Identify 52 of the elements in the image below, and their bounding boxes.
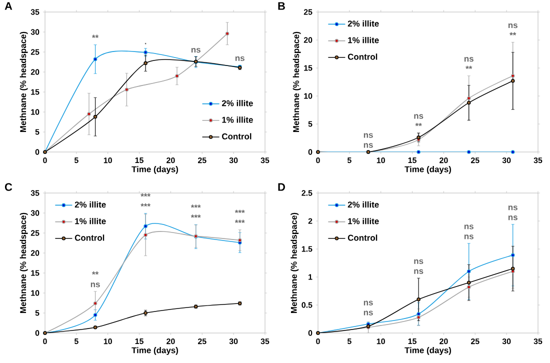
- legend-label: 2% illite: [74, 201, 106, 208]
- annotation: ns: [464, 224, 474, 230]
- legend-label: 1% illite: [348, 36, 379, 44]
- annotation: .: [144, 42, 146, 44]
- annotation: **: [415, 122, 422, 126]
- annotation: ns: [414, 259, 424, 264]
- annotation: ***: [140, 203, 150, 207]
- x-axis-title: Time (days): [132, 347, 178, 355]
- legend-label: Control: [348, 54, 378, 60]
- annotation: ns: [414, 114, 424, 119]
- legend-label: Control: [74, 234, 104, 241]
- annotation: ns: [464, 57, 474, 62]
- annotation: ns: [414, 269, 424, 274]
- annotation: ns: [90, 282, 100, 288]
- chart-title: A: [4, 2, 12, 10]
- annotation: ns: [364, 143, 373, 148]
- annotation: **: [92, 271, 99, 275]
- annotation: ns: [364, 133, 373, 138]
- annotation: ns: [364, 300, 373, 306]
- annotation: ***: [234, 220, 245, 223]
- y-axis-title: Methnane (% headspace): [20, 32, 28, 132]
- annotation: **: [92, 34, 99, 38]
- annotation: ***: [190, 214, 201, 218]
- annotation: ***: [140, 193, 150, 197]
- legend-label: 2% illite: [222, 100, 253, 106]
- chart-title: C: [4, 183, 12, 191]
- annotation: ***: [190, 204, 201, 208]
- legend-label: 1% illite: [348, 218, 379, 224]
- legend-label: Control: [222, 133, 252, 140]
- annotation: ns: [508, 23, 518, 28]
- chart-title: B: [278, 2, 285, 10]
- x-axis-title: Time (days): [404, 347, 452, 355]
- y-axis-title: Methnane (% headspace): [292, 32, 301, 132]
- x-axis-title: Time (days): [132, 166, 178, 174]
- annotation: ***: [234, 210, 245, 213]
- y-axis-title: Methnane (% headspace): [20, 212, 28, 314]
- annotation: **: [466, 66, 472, 69]
- annotation: **: [510, 32, 516, 36]
- legend-label: 1% illite: [75, 218, 106, 224]
- legend-label: Control: [348, 234, 378, 241]
- annotation: ns: [508, 216, 518, 220]
- x-axis-title: Time (days): [404, 166, 452, 174]
- legend-label: 2% illite: [348, 20, 379, 27]
- legend-label: 2% illite: [348, 201, 379, 208]
- annotation: ns: [235, 56, 244, 62]
- annotation: ns: [464, 234, 474, 240]
- chart-title: D: [278, 183, 285, 191]
- annotation: ns: [364, 310, 373, 316]
- y-axis-title: Methnane (% headspace): [290, 212, 299, 314]
- legend-label: 1% illite: [222, 116, 253, 123]
- annotation: ns: [508, 206, 518, 210]
- annotation: ns: [191, 48, 200, 53]
